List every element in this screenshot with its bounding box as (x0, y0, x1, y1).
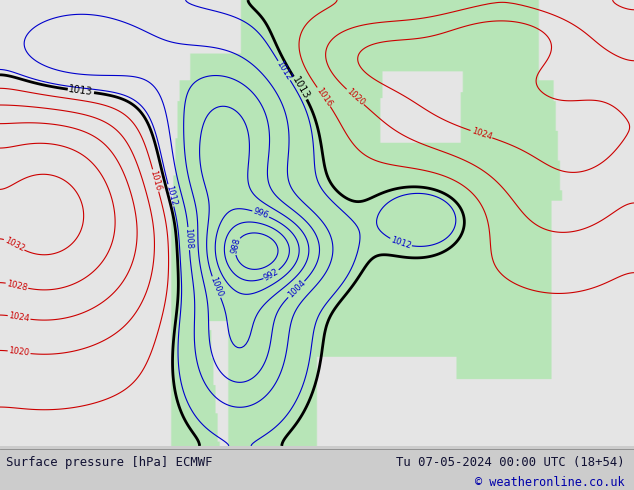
Text: 1032: 1032 (3, 236, 25, 253)
Text: 1012: 1012 (389, 235, 412, 251)
Text: 992: 992 (262, 267, 280, 283)
Text: 1013: 1013 (290, 75, 311, 101)
Text: 1020: 1020 (8, 346, 30, 358)
Text: 996: 996 (252, 207, 270, 220)
Text: © weatheronline.co.uk: © weatheronline.co.uk (475, 476, 624, 490)
Text: 988: 988 (230, 237, 242, 255)
Text: 1012: 1012 (275, 59, 294, 82)
Text: 1013: 1013 (68, 84, 94, 98)
Text: 1000: 1000 (208, 276, 224, 298)
Text: 1024: 1024 (470, 126, 493, 142)
Text: 1016: 1016 (148, 169, 163, 192)
Text: 1028: 1028 (6, 279, 29, 293)
Text: Tu 07-05-2024 00:00 UTC (18+54): Tu 07-05-2024 00:00 UTC (18+54) (396, 456, 624, 469)
Text: 1008: 1008 (184, 228, 194, 249)
Text: Surface pressure [hPa] ECMWF: Surface pressure [hPa] ECMWF (6, 456, 213, 469)
Text: 1012: 1012 (164, 184, 178, 207)
Text: 1020: 1020 (344, 87, 366, 107)
Text: 1016: 1016 (314, 86, 333, 108)
Text: 1024: 1024 (8, 311, 30, 323)
Text: 1004: 1004 (286, 279, 307, 300)
